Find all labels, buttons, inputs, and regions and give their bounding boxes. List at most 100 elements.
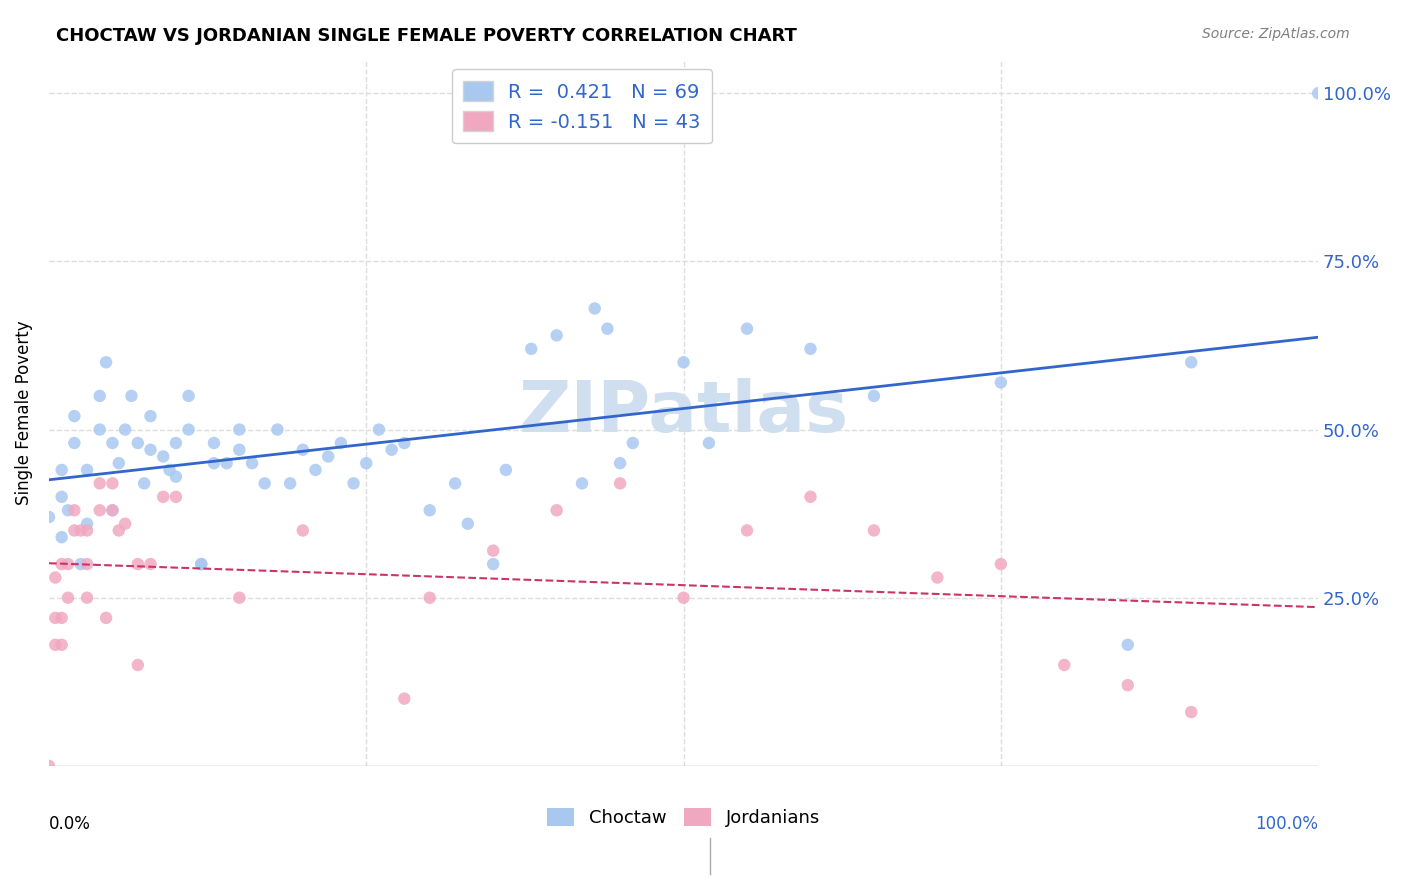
Point bbox=[202, 436, 225, 450]
Point bbox=[44, 611, 66, 625]
Point bbox=[520, 342, 543, 356]
Point bbox=[863, 524, 886, 538]
Point bbox=[990, 376, 1012, 390]
Point bbox=[394, 436, 416, 450]
Point bbox=[583, 301, 606, 316]
Point bbox=[672, 591, 695, 605]
Point bbox=[596, 321, 619, 335]
Point bbox=[51, 530, 73, 544]
Point bbox=[89, 423, 111, 437]
Point bbox=[190, 557, 212, 571]
Point bbox=[444, 476, 467, 491]
Point bbox=[291, 442, 314, 457]
Point bbox=[228, 442, 250, 457]
Point bbox=[152, 450, 174, 464]
Point bbox=[381, 442, 404, 457]
Point bbox=[927, 570, 949, 584]
Point bbox=[159, 463, 181, 477]
Point bbox=[253, 476, 276, 491]
Point bbox=[51, 611, 73, 625]
Text: 100.0%: 100.0% bbox=[1256, 815, 1319, 833]
Point bbox=[697, 436, 720, 450]
Point bbox=[215, 456, 238, 470]
Point bbox=[38, 759, 60, 773]
Point bbox=[101, 436, 124, 450]
Point bbox=[165, 490, 187, 504]
Point bbox=[56, 503, 79, 517]
Point bbox=[127, 557, 149, 571]
Point bbox=[735, 524, 758, 538]
Point bbox=[76, 591, 98, 605]
Point bbox=[394, 691, 416, 706]
Point bbox=[1308, 87, 1330, 101]
Point bbox=[266, 423, 288, 437]
Point bbox=[101, 503, 124, 517]
Text: Source: ZipAtlas.com: Source: ZipAtlas.com bbox=[1202, 27, 1350, 41]
Point bbox=[482, 543, 505, 558]
Point bbox=[51, 463, 73, 477]
Point bbox=[76, 524, 98, 538]
Point bbox=[177, 389, 200, 403]
Point bbox=[177, 423, 200, 437]
Point bbox=[571, 476, 593, 491]
Point bbox=[609, 456, 631, 470]
Text: ZIPatlas: ZIPatlas bbox=[519, 378, 849, 447]
Point bbox=[114, 516, 136, 531]
Point bbox=[63, 409, 86, 423]
Point bbox=[139, 442, 162, 457]
Point bbox=[63, 524, 86, 538]
Point bbox=[342, 476, 364, 491]
Point bbox=[228, 591, 250, 605]
Point bbox=[76, 463, 98, 477]
Point bbox=[107, 524, 129, 538]
Y-axis label: Single Female Poverty: Single Female Poverty bbox=[15, 320, 32, 505]
Point bbox=[799, 342, 821, 356]
Point bbox=[990, 557, 1012, 571]
Point bbox=[240, 456, 263, 470]
Point bbox=[419, 503, 441, 517]
Point bbox=[76, 557, 98, 571]
Point bbox=[1180, 355, 1202, 369]
Point bbox=[38, 510, 60, 524]
Point bbox=[127, 657, 149, 672]
Point bbox=[356, 456, 378, 470]
Point bbox=[304, 463, 326, 477]
Point bbox=[139, 557, 162, 571]
Point bbox=[316, 450, 339, 464]
Point bbox=[621, 436, 644, 450]
Point bbox=[89, 389, 111, 403]
Point bbox=[44, 570, 66, 584]
Point bbox=[51, 557, 73, 571]
Point bbox=[63, 503, 86, 517]
Point bbox=[1116, 638, 1139, 652]
Point bbox=[419, 591, 441, 605]
Point bbox=[89, 503, 111, 517]
Point bbox=[735, 321, 758, 335]
Point bbox=[495, 463, 517, 477]
Point bbox=[63, 436, 86, 450]
Point bbox=[1116, 678, 1139, 692]
Point bbox=[329, 436, 352, 450]
Point bbox=[165, 469, 187, 483]
Point bbox=[228, 423, 250, 437]
Point bbox=[368, 423, 391, 437]
Text: 0.0%: 0.0% bbox=[49, 815, 91, 833]
Point bbox=[457, 516, 479, 531]
Text: CHOCTAW VS JORDANIAN SINGLE FEMALE POVERTY CORRELATION CHART: CHOCTAW VS JORDANIAN SINGLE FEMALE POVER… bbox=[56, 27, 797, 45]
Point bbox=[672, 355, 695, 369]
Point bbox=[134, 476, 156, 491]
Point bbox=[51, 490, 73, 504]
Point bbox=[94, 611, 117, 625]
Point bbox=[127, 436, 149, 450]
Point bbox=[114, 423, 136, 437]
Point bbox=[69, 524, 91, 538]
Point bbox=[101, 503, 124, 517]
Legend: Choctaw, Jordanians: Choctaw, Jordanians bbox=[540, 801, 827, 835]
Point bbox=[863, 389, 886, 403]
Point bbox=[94, 355, 117, 369]
Point bbox=[1053, 657, 1076, 672]
Point bbox=[101, 476, 124, 491]
Point bbox=[76, 516, 98, 531]
Point bbox=[139, 409, 162, 423]
Point bbox=[56, 557, 79, 571]
